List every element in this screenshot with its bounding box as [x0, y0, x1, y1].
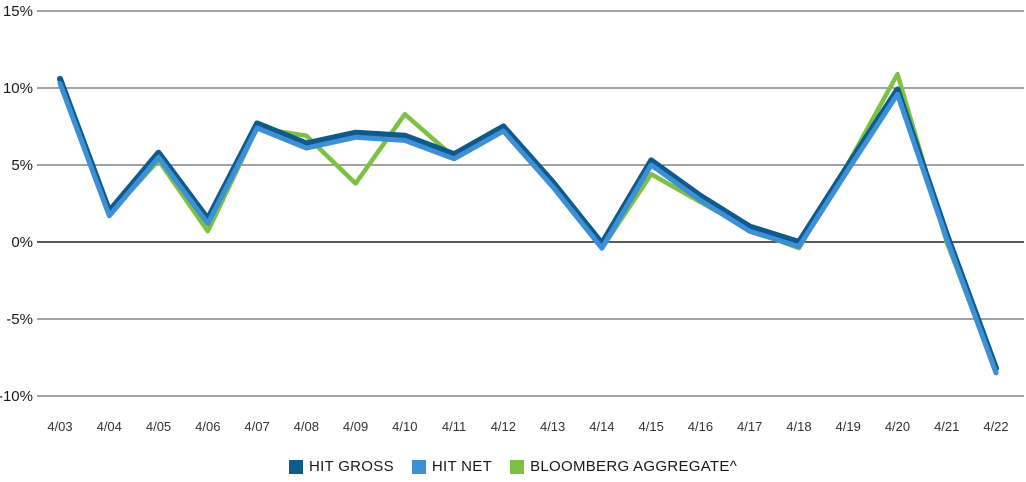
x-tick-label: 4/15	[639, 419, 664, 434]
series-lines	[57, 71, 999, 376]
series-line-hit-net	[57, 80, 999, 376]
series-line-bloomberg-aggregate	[57, 71, 999, 374]
x-tick-label: 4/07	[244, 419, 269, 434]
grid-lines	[37, 10, 1024, 397]
legend-swatch-hit-gross	[288, 459, 303, 474]
x-tick-label: 4/18	[786, 419, 811, 434]
x-tick-label: 4/06	[195, 419, 220, 434]
x-tick-label: 4/08	[294, 419, 319, 434]
legend-label-hit-net: HIT NET	[431, 458, 493, 475]
y-axis-ticks: 15% 10% 5% 0% -5% -10%	[0, 3, 33, 405]
x-tick-label: 4/19	[836, 419, 861, 434]
y-tick-label: 10%	[3, 80, 33, 97]
x-tick-label: 4/12	[491, 419, 516, 434]
x-axis-ticks: 4/03 4/04 4/05 4/06 4/07 4/08 4/09 4/10 4/11 4/12…	[47, 419, 1008, 434]
x-tick-label: 4/22	[983, 419, 1008, 434]
x-tick-label: 4/20	[885, 419, 910, 434]
y-tick-label: 5%	[11, 157, 33, 174]
x-tick-label: 4/05	[146, 419, 171, 434]
line-chart: 15%10%5%0%-5%-10% 4/03 4/04 4/05 4/06 4/07 4/…	[0, 3, 1024, 434]
x-tick-label: 4/09	[343, 419, 368, 434]
y-tick-label: 0%	[11, 234, 33, 251]
y-tick-label: 15%	[3, 3, 33, 20]
legend-swatch-bloomberg-aggregate	[510, 459, 525, 474]
legend-item-hit-net: HIT NET	[411, 458, 493, 475]
x-tick-label: 4/16	[688, 419, 713, 434]
legend-item-hit-gross: HIT GROSS	[288, 458, 394, 475]
legend: HIT GROSS HIT NET BLOOMBERG AGGREGATE^	[0, 458, 1026, 475]
legend-item-bloomberg-aggregate: BLOOMBERG AGGREGATE^	[510, 458, 737, 475]
legend-swatch-hit-net	[411, 459, 426, 474]
legend-label-hit-gross: HIT GROSS	[308, 458, 394, 475]
x-tick-label: 4/17	[737, 419, 762, 434]
y-tick-label: -10%	[0, 388, 33, 405]
x-tick-label: 4/11	[442, 419, 466, 434]
x-tick-label: 4/03	[47, 419, 72, 434]
y-tick-label: -5%	[6, 311, 33, 328]
legend-label-bloomberg-aggregate: BLOOMBERG AGGREGATE^	[530, 458, 738, 475]
x-tick-label: 4/21	[934, 419, 959, 434]
x-tick-label: 4/04	[97, 419, 122, 434]
x-tick-label: 4/13	[540, 419, 565, 434]
x-tick-label: 4/10	[392, 419, 417, 434]
x-tick-label: 4/14	[589, 419, 614, 434]
